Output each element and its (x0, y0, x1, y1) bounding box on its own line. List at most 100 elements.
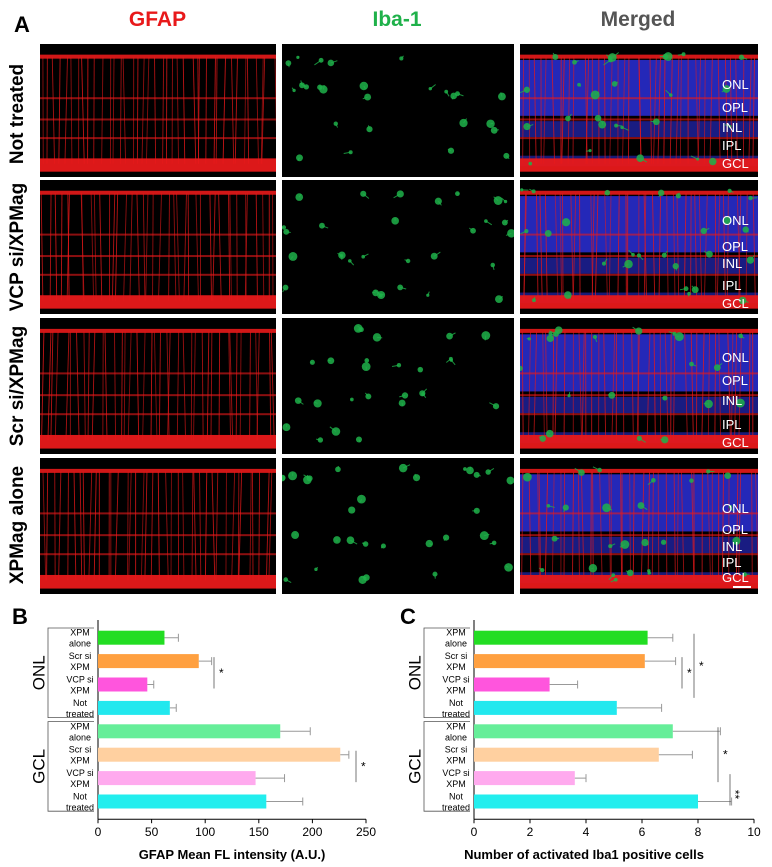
significance-marker: * (723, 748, 728, 762)
layer-label-gcl-row4: GCL (722, 571, 749, 584)
category-label: alone (445, 732, 467, 742)
x-tick-label: 200 (302, 825, 322, 839)
error-bar (266, 798, 302, 806)
layer-label-opl-row3: OPL (722, 374, 748, 387)
layer-label-opl-row4: OPL (722, 523, 748, 536)
layer-label-onl-row1: ONL (722, 78, 749, 91)
error-bar (550, 681, 578, 689)
x-tick-label: 8 (695, 825, 702, 839)
category-label: XPM (70, 686, 90, 696)
category-label: XPM (446, 721, 466, 731)
layer-label-ipl-row4: IPL (722, 556, 742, 569)
column-title-merged: Merged (520, 8, 756, 32)
micrograph-gfap-scr-si (40, 318, 276, 454)
bar-gcl-xpm-alone (474, 724, 673, 738)
row-label-xpmag-alone: XPMag alone (7, 445, 29, 605)
error-bar (648, 634, 673, 642)
x-tick-label: 4 (583, 825, 590, 839)
category-label: VCP si (66, 768, 93, 778)
x-tick-label: 6 (639, 825, 646, 839)
significance-marker: * (361, 759, 366, 773)
category-label: Not (449, 792, 464, 802)
error-bar (645, 657, 676, 665)
bar-onl-xpm-alone (474, 631, 648, 645)
category-label: VCP si (442, 675, 469, 685)
layer-label-opl-row2: OPL (722, 240, 748, 253)
bar-onl-scr-si-xpm (474, 654, 645, 668)
x-tick-label: 0 (95, 825, 102, 839)
layer-label-gcl-row3: GCL (722, 436, 749, 449)
category-label: Scr si (445, 651, 468, 661)
column-title-iba1: Iba-1 (282, 8, 512, 32)
group-label-onl: ONL (29, 655, 48, 690)
category-label: treated (66, 709, 94, 719)
error-bar (698, 798, 732, 806)
micrograph-iba1-vcp-si (282, 180, 514, 314)
layer-label-onl-row3: ONL (722, 351, 749, 364)
x-axis-label: Number of activated Iba1 positive cells (464, 847, 704, 862)
category-label: Scr si (69, 745, 92, 755)
category-label: XPM (446, 756, 466, 766)
category-label: XPM (70, 721, 90, 731)
category-label: treated (442, 803, 470, 813)
x-tick-label: 150 (249, 825, 269, 839)
category-label: Not (73, 698, 88, 708)
layer-label-inl-row3: INL (722, 394, 742, 407)
category-label: XPM (446, 686, 466, 696)
bar-onl-vcp-si-xpm (474, 678, 550, 692)
category-label: Scr si (69, 651, 92, 661)
bar-gcl-vcp-si-xpm (474, 771, 575, 785)
group-label-onl: ONL (405, 655, 424, 690)
layer-label-onl-row4: ONL (722, 502, 749, 515)
error-bar (340, 751, 349, 759)
error-bar (256, 774, 285, 782)
category-label: XPM (70, 628, 90, 638)
scale-bar (733, 586, 751, 588)
category-label: XPM (446, 662, 466, 672)
bar-onl-not-treated (474, 701, 617, 715)
micrograph-iba1-xpmag-alone (282, 458, 514, 594)
x-tick-label: 10 (747, 825, 761, 839)
layer-label-opl-row1: OPL (722, 101, 748, 114)
significance-marker: * (699, 659, 704, 673)
category-label: Scr si (445, 745, 468, 755)
category-label: alone (69, 639, 91, 649)
bar-onl-xpm-alone (98, 631, 164, 645)
bar-gcl-not-treated (474, 795, 698, 809)
micrograph-iba1-scr-si (282, 318, 514, 454)
layer-label-inl-row2: INL (722, 257, 742, 270)
bar-gcl-scr-si-xpm (98, 748, 340, 762)
x-tick-label: 50 (145, 825, 159, 839)
micrograph-iba1-not-treated (282, 44, 514, 177)
category-label: Not (73, 792, 88, 802)
bar-onl-scr-si-xpm (98, 654, 199, 668)
category-label: XPM (446, 779, 466, 789)
group-label-gcl: GCL (29, 749, 48, 784)
x-tick-label: 2 (527, 825, 534, 839)
bar-gcl-xpm-alone (98, 724, 280, 738)
layer-label-ipl-row2: IPL (722, 279, 742, 292)
layer-label-onl-row2: ONL (722, 214, 749, 227)
row-label-scr-si: Scr si/XPMag (7, 306, 29, 466)
x-axis-label: GFAP Mean FL intensity (A.U.) (139, 847, 326, 862)
category-label: alone (445, 639, 467, 649)
error-bar (164, 634, 178, 642)
category-label: alone (69, 732, 91, 742)
micrograph-gfap-not-treated (40, 44, 276, 177)
bar-onl-vcp-si-xpm (98, 678, 147, 692)
significance-marker: * (687, 666, 692, 680)
micrograph-gfap-vcp-si (40, 180, 276, 314)
error-bar (575, 774, 586, 782)
category-label: XPM (70, 756, 90, 766)
category-label: XPM (70, 662, 90, 672)
error-bar (617, 704, 662, 712)
layer-label-inl-row4: INL (722, 540, 742, 553)
error-bar (199, 657, 212, 665)
group-label-gcl: GCL (405, 749, 424, 784)
significance-marker: ** (728, 790, 742, 800)
layer-label-gcl-row2: GCL (722, 297, 749, 310)
